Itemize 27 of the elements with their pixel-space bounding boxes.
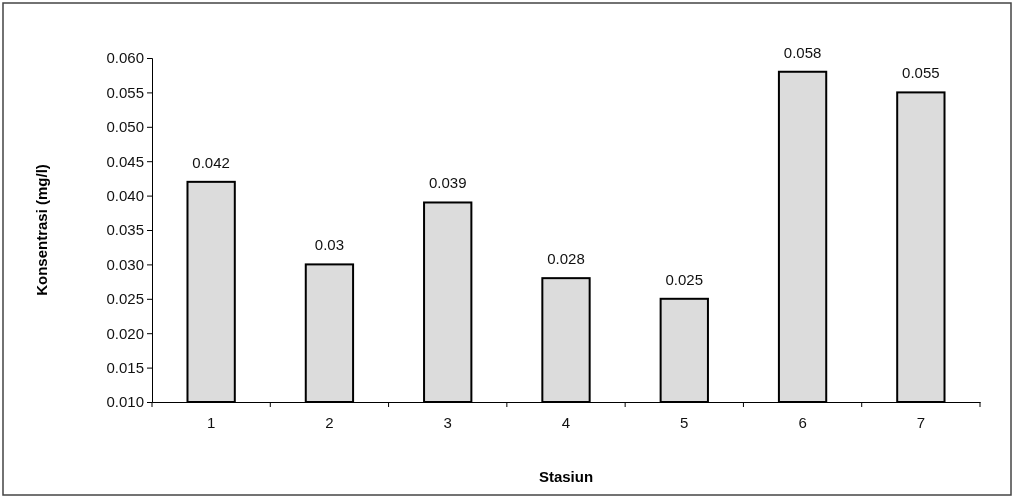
- y-tick-label: 0.015: [106, 358, 144, 376]
- x-axis-title: Stasiun: [538, 468, 594, 485]
- y-tick-label: 0.020: [106, 324, 144, 342]
- y-tick-label: 0.055: [106, 83, 144, 101]
- x-tick-label: 2: [325, 413, 334, 431]
- y-tick-label: 0.040: [106, 186, 144, 204]
- y-tick-label: 0.060: [106, 49, 144, 67]
- x-tick-label: 3: [443, 413, 452, 431]
- y-tick-label: 0.050: [106, 118, 144, 136]
- x-tick-label: 6: [798, 413, 807, 431]
- y-tick-label: 0.025: [106, 290, 144, 308]
- data-label: 0.055: [902, 64, 940, 82]
- y-tick-label: 0.035: [106, 221, 144, 239]
- y-tick-label: 0.030: [106, 255, 144, 273]
- y-axis-title: Konsentrasi (mg/l): [33, 164, 50, 296]
- y-tick-label: 0.010: [106, 393, 144, 411]
- x-tick-label: 5: [680, 413, 689, 431]
- data-label: 0.042: [192, 153, 230, 171]
- data-label: 0.025: [665, 270, 704, 288]
- data-label: 0.039: [428, 174, 467, 192]
- data-label: 0.028: [547, 250, 585, 268]
- x-tick-label: 4: [561, 413, 571, 431]
- x-tick-label: 7: [916, 413, 926, 431]
- data-label: 0.03: [314, 236, 345, 254]
- y-tick-label: 0.045: [106, 152, 144, 170]
- data-label: 0.058: [783, 43, 822, 61]
- x-tick-label: 1: [206, 413, 216, 431]
